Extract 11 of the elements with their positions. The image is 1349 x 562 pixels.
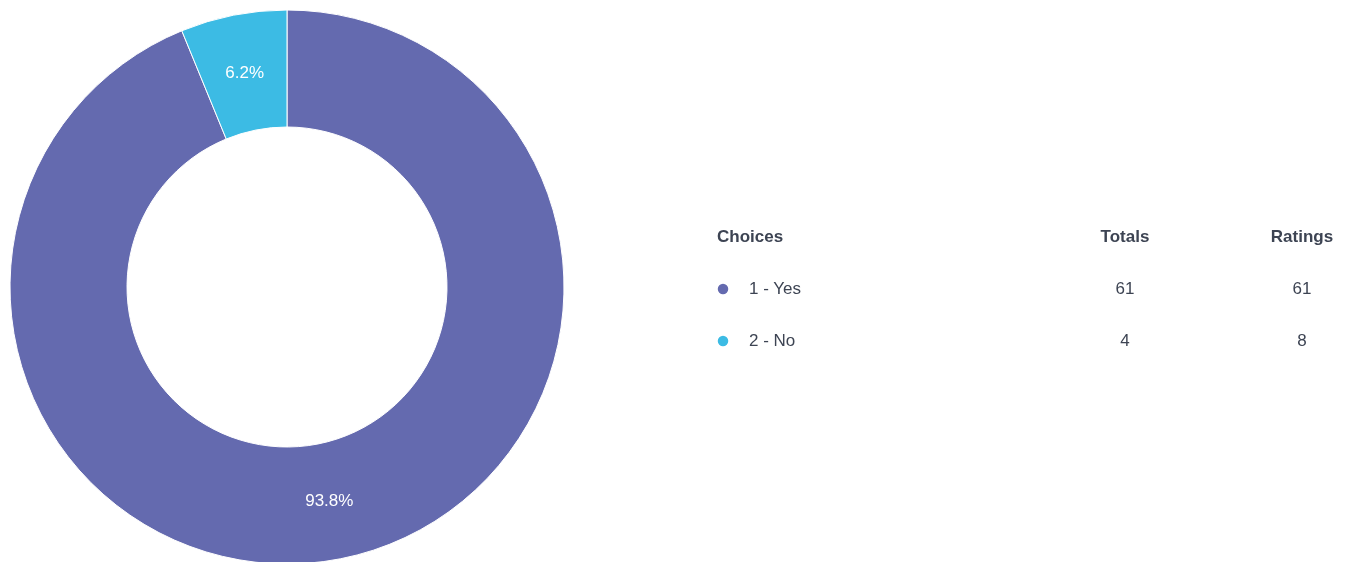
- legend-title: Choices: [717, 227, 784, 246]
- text: Totals: [1100, 227, 1150, 246]
- legend-label: 2 - No: [749, 331, 796, 350]
- text: 8: [1297, 331, 1307, 350]
- data-label: 6.2%: [225, 62, 265, 82]
- text: 61: [1292, 279, 1312, 298]
- legend-label: 1 - Yes: [749, 279, 801, 298]
- text: Ratings: [1270, 227, 1334, 246]
- text: 61: [1115, 279, 1135, 298]
- data-label: 93.8%: [305, 491, 354, 511]
- text: 4: [1120, 331, 1130, 350]
